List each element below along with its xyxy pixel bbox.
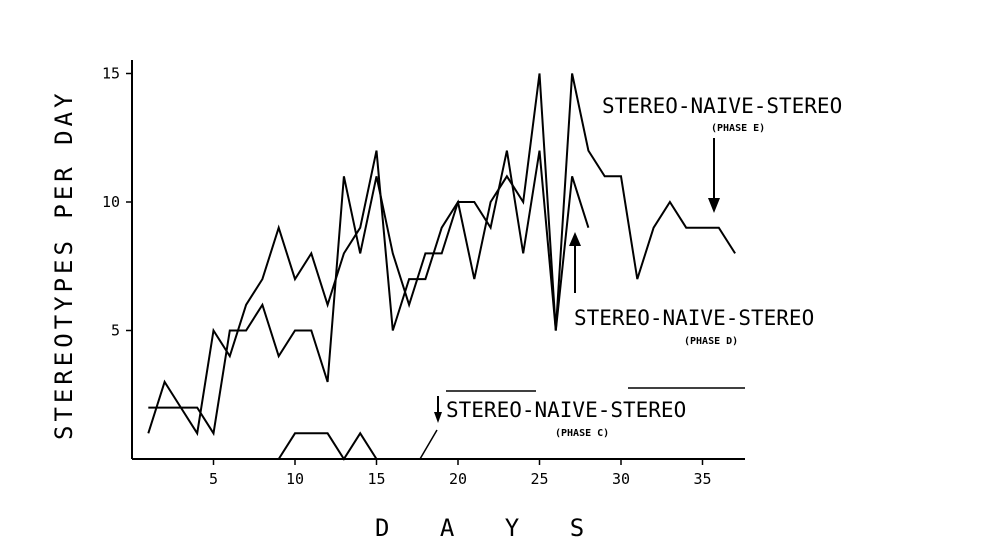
x-tick-label: 25 xyxy=(530,470,548,488)
annotation-phase-e-sub: (PHASE E) xyxy=(711,123,765,134)
x-tick-label: 5 xyxy=(209,470,218,488)
x-ticks: 5 10 15 20 25 30 35 xyxy=(209,459,712,488)
x-tick-label: 35 xyxy=(693,470,711,488)
y-tick-label: 5 xyxy=(111,322,120,340)
annotation-phase-d-arrowhead xyxy=(569,232,581,246)
x-tick-label: 20 xyxy=(449,470,467,488)
series-line-2 xyxy=(147,73,736,437)
y-ticks: 5 10 15 xyxy=(102,65,132,340)
annotation-phase-e-arrowhead xyxy=(708,198,720,213)
y-axis-title: STEREOTYPES PER DAY xyxy=(50,89,78,440)
annotation-phase-c-label: STEREO-NAIVE-STEREO xyxy=(446,398,686,422)
series-line-1 xyxy=(148,150,590,437)
annotation-phase-c-sub: (PHASE C) xyxy=(555,428,609,439)
x-tick-label: 30 xyxy=(612,470,630,488)
annotation-phase-c-arrowhead xyxy=(434,412,442,423)
y-tick-label: 10 xyxy=(102,193,120,211)
annotation-phase-d-sub: (PHASE D) xyxy=(684,336,738,347)
annotation-phase-e: STEREO-NAIVE-STEREO (PHASE E) xyxy=(602,94,842,213)
annotation-phase-c-pointer xyxy=(419,429,438,460)
x-axis-title: D A Y S xyxy=(375,514,602,542)
axes xyxy=(131,60,745,460)
annotation-phase-d-label: STEREO-NAIVE-STEREO xyxy=(574,306,814,330)
y-tick-label: 15 xyxy=(102,65,120,83)
annotation-phase-d: STEREO-NAIVE-STEREO (PHASE D) xyxy=(569,232,814,347)
annotation-phase-e-label: STEREO-NAIVE-STEREO xyxy=(602,94,842,118)
series-line-3 xyxy=(277,431,378,461)
annotation-phase-c: STEREO-NAIVE-STEREO (PHASE C) xyxy=(419,387,745,460)
x-tick-label: 10 xyxy=(286,470,304,488)
series-layer xyxy=(147,73,736,461)
x-tick-label: 15 xyxy=(367,470,385,488)
